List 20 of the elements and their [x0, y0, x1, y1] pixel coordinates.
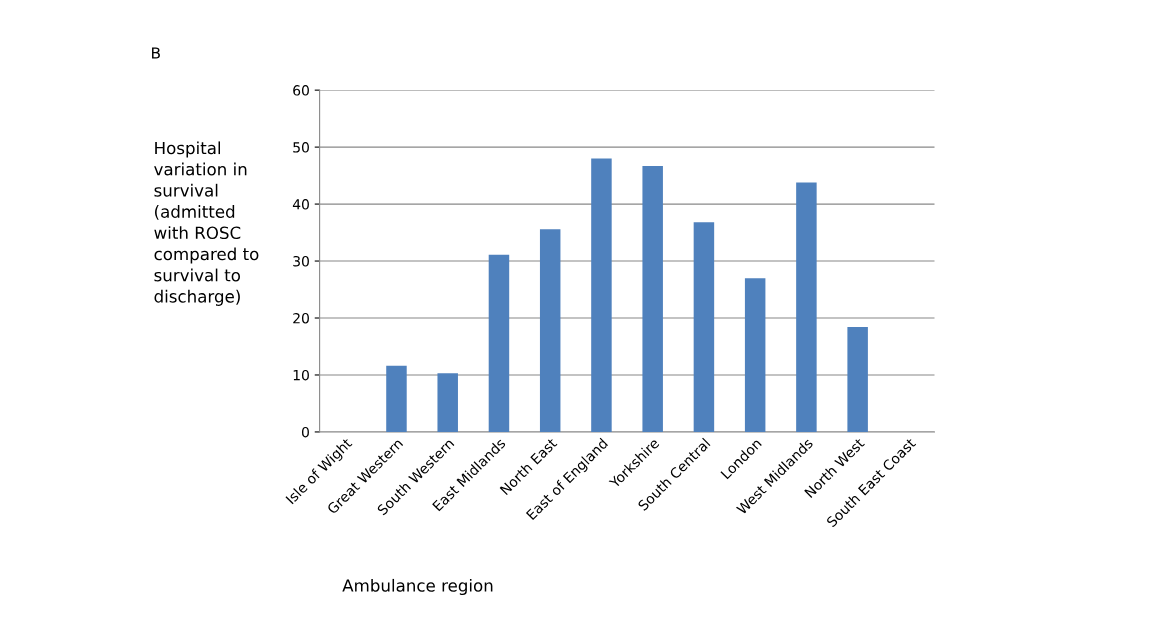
y-tick-label: 0: [301, 426, 309, 438]
bar: [539, 229, 561, 432]
bar: [796, 182, 817, 432]
bar: [642, 165, 663, 432]
bar: [591, 158, 612, 432]
y-tick-label: 40: [292, 199, 309, 210]
bar: [488, 254, 510, 432]
bar: [437, 373, 458, 432]
bar: [847, 327, 868, 432]
y-tick-label: 60: [293, 85, 309, 96]
y-tick-label: 50: [293, 142, 309, 153]
bar: [386, 365, 407, 432]
bar: [693, 222, 715, 432]
y-tick-label: 30: [293, 256, 309, 267]
y-axis-title: Hospital variation in survival (admitted with ROSC compared to survival to discharge): [154, 141, 259, 306]
y-tick-label: 20: [293, 312, 309, 324]
bar: [744, 278, 766, 432]
y-tick-label: 10: [293, 369, 309, 381]
text: B: [152, 47, 160, 59]
x-axis-title: Ambulance region: [342, 578, 493, 596]
